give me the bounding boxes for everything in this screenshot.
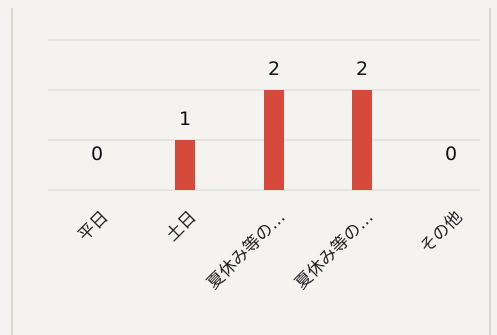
- category-label-3: 夏休み等の…: [291, 207, 377, 293]
- bar-1: [175, 140, 195, 190]
- category-tick-labels: 平日 土日 夏休み等の… 夏休み等の… その他: [74, 207, 466, 293]
- data-labels: 0 1 2 2 0: [91, 58, 457, 165]
- category-label-1: 土日: [162, 207, 200, 245]
- category-label-4: その他: [416, 207, 466, 257]
- data-label-4: 0: [445, 143, 457, 165]
- bar-2: [264, 90, 284, 190]
- category-label-0: 平日: [74, 207, 112, 245]
- category-label-2: 夏休み等の…: [203, 207, 289, 293]
- data-label-2: 2: [268, 58, 280, 80]
- data-label-1: 1: [179, 108, 191, 130]
- bars: [175, 90, 372, 190]
- data-label-0: 0: [91, 143, 103, 165]
- data-label-3: 2: [356, 58, 368, 80]
- bar-3: [352, 90, 372, 190]
